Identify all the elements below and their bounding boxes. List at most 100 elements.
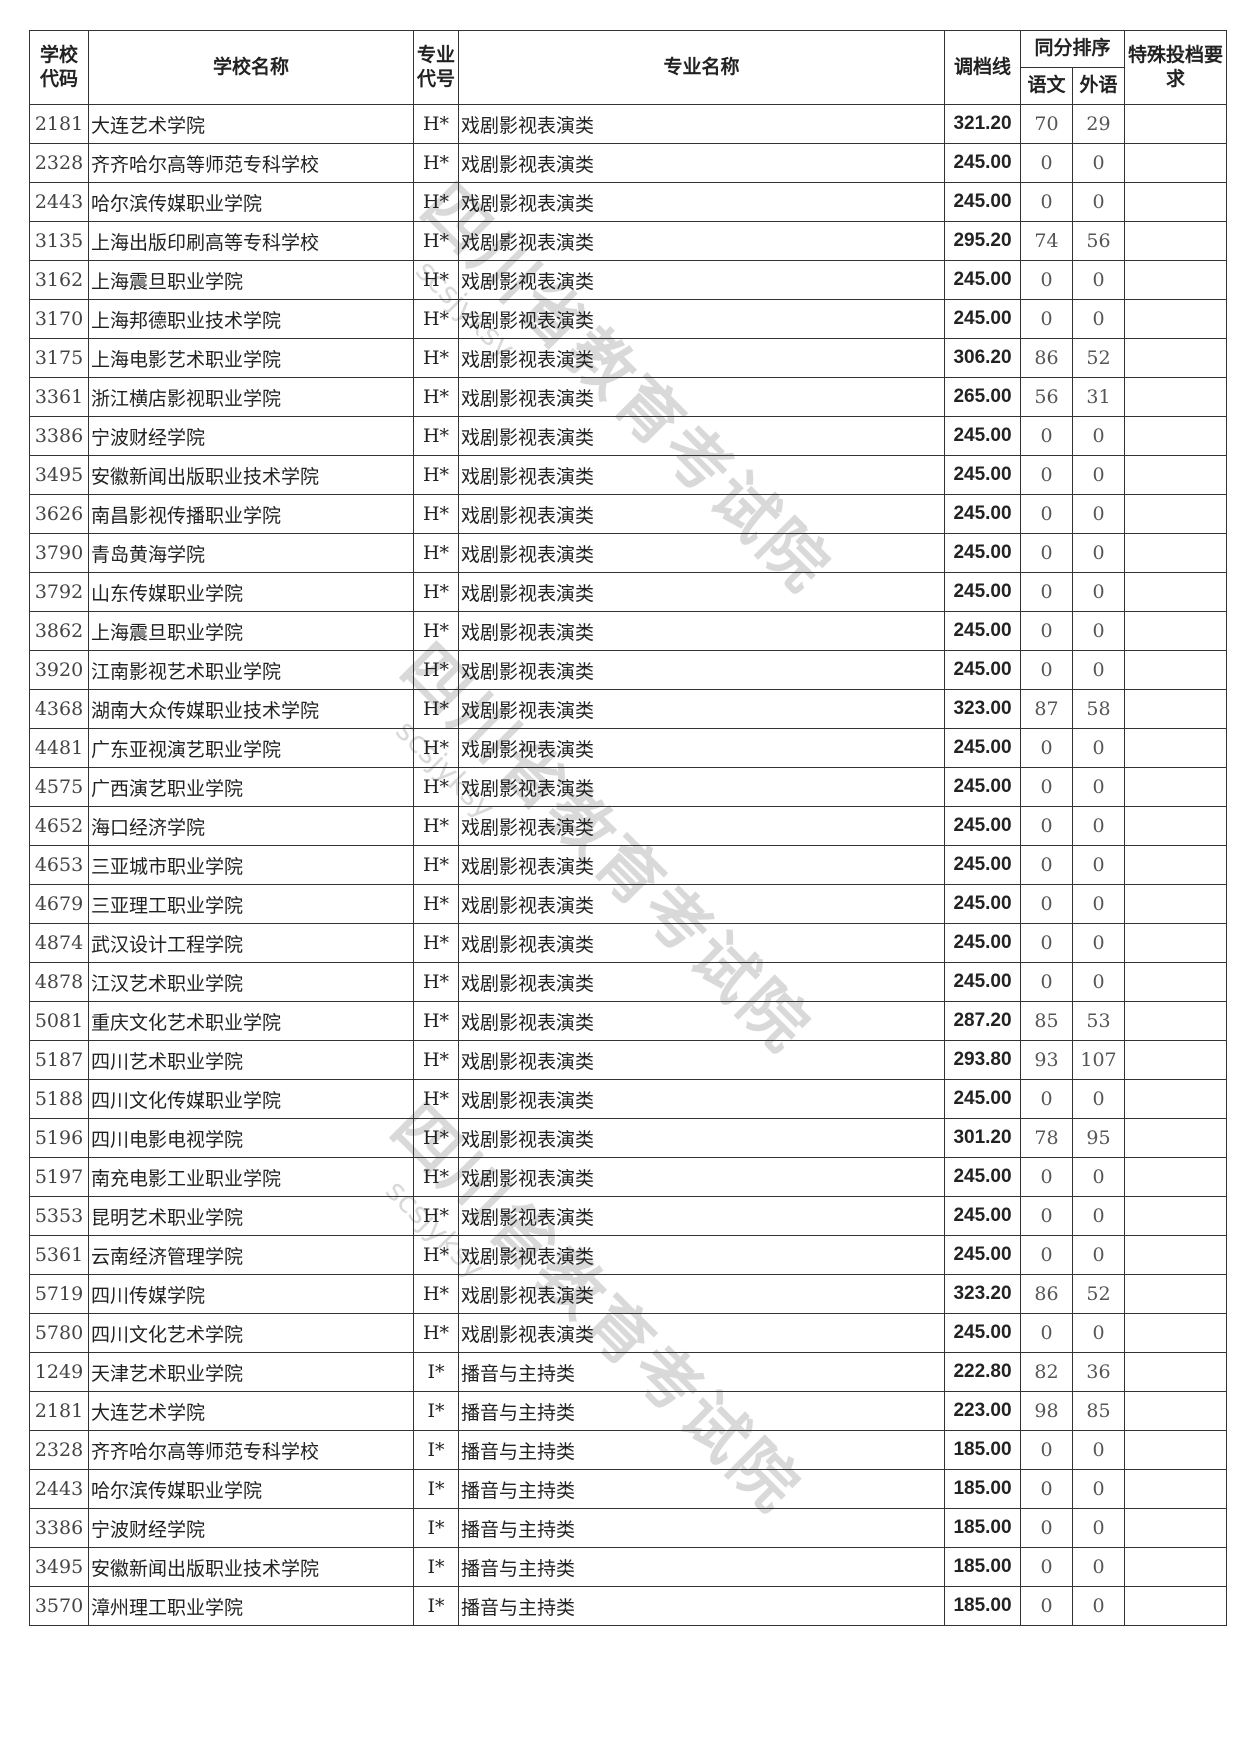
school-name: 大连艺术学院 [88, 104, 414, 144]
school-code: 5081 [29, 1001, 89, 1041]
school-name: 齐齐哈尔高等师范专科学校 [88, 1430, 414, 1470]
table-row: 3170 上海邦德职业技术学院 H* 戏剧影视表演类 245.00 0 0 [29, 299, 1228, 339]
school-name: 海口经济学院 [88, 806, 414, 846]
chinese-rank: 85 [1020, 1001, 1073, 1041]
school-code: 4368 [29, 689, 89, 729]
chinese-rank: 0 [1020, 1235, 1073, 1275]
school-name: 浙江横店影视职业学院 [88, 377, 414, 417]
special-requirement [1124, 104, 1228, 144]
table-row: 3361 浙江横店影视职业学院 H* 戏剧影视表演类 265.00 56 31 [29, 377, 1228, 417]
chinese-rank: 0 [1020, 962, 1073, 1002]
special-requirement [1124, 689, 1228, 729]
table-row: 4679 三亚理工职业学院 H* 戏剧影视表演类 245.00 0 0 [29, 884, 1228, 924]
school-code: 4575 [29, 767, 89, 807]
major-code: H* [413, 338, 459, 378]
major-code: H* [413, 767, 459, 807]
foreign-rank: 56 [1071, 221, 1126, 261]
school-code: 2328 [29, 1430, 89, 1470]
table-row: 3862 上海震旦职业学院 H* 戏剧影视表演类 245.00 0 0 [29, 611, 1228, 651]
foreign-rank: 0 [1071, 533, 1126, 573]
chinese-rank: 0 [1020, 845, 1073, 885]
special-requirement [1124, 806, 1228, 846]
special-requirement [1124, 1040, 1228, 1080]
school-name: 上海电影艺术职业学院 [88, 338, 414, 378]
school-code: 4679 [29, 884, 89, 924]
foreign-rank: 0 [1071, 767, 1126, 807]
chinese-rank: 0 [1020, 1586, 1073, 1626]
table-body: 2181 大连艺术学院 H* 戏剧影视表演类 321.20 70 29 2328 齐齐哈尔高等师… [29, 104, 1228, 1626]
major-code: I* [413, 1508, 459, 1548]
header-chinese: 语文 [1020, 67, 1073, 105]
chinese-rank: 0 [1020, 1313, 1073, 1353]
school-code: 2443 [29, 182, 89, 222]
cutoff-score: 321.20 [944, 104, 1021, 144]
special-requirement [1124, 650, 1228, 690]
major-name: 戏剧影视表演类 [458, 455, 945, 495]
major-name: 戏剧影视表演类 [458, 221, 945, 261]
school-code: 3626 [29, 494, 89, 534]
major-code: I* [413, 1352, 459, 1392]
school-code: 5197 [29, 1157, 89, 1197]
major-code: H* [413, 299, 459, 339]
chinese-rank: 0 [1020, 455, 1073, 495]
foreign-rank: 95 [1071, 1118, 1126, 1158]
special-requirement [1124, 143, 1228, 183]
major-code: H* [413, 494, 459, 534]
table-row: 4652 海口经济学院 H* 戏剧影视表演类 245.00 0 0 [29, 806, 1228, 846]
major-name: 播音与主持类 [458, 1391, 945, 1431]
school-name: 大连艺术学院 [88, 1391, 414, 1431]
cutoff-score: 245.00 [944, 260, 1021, 300]
cutoff-score: 323.00 [944, 689, 1021, 729]
major-name: 播音与主持类 [458, 1430, 945, 1470]
major-code: H* [413, 260, 459, 300]
school-code: 3495 [29, 1547, 89, 1587]
major-code: H* [413, 1001, 459, 1041]
major-name: 戏剧影视表演类 [458, 533, 945, 573]
school-code: 5719 [29, 1274, 89, 1314]
major-name: 戏剧影视表演类 [458, 1040, 945, 1080]
chinese-rank: 98 [1020, 1391, 1073, 1431]
school-name: 四川电影电视学院 [88, 1118, 414, 1158]
foreign-rank: 0 [1071, 260, 1126, 300]
school-code: 1249 [29, 1352, 89, 1392]
school-name: 四川传媒学院 [88, 1274, 414, 1314]
school-code: 5361 [29, 1235, 89, 1275]
chinese-rank: 0 [1020, 416, 1073, 456]
school-name: 漳州理工职业学院 [88, 1586, 414, 1626]
special-requirement [1124, 260, 1228, 300]
school-code: 4481 [29, 728, 89, 768]
special-requirement [1124, 455, 1228, 495]
school-name: 三亚理工职业学院 [88, 884, 414, 924]
chinese-rank: 56 [1020, 377, 1073, 417]
table-row: 4878 江汉艺术职业学院 H* 戏剧影视表演类 245.00 0 0 [29, 962, 1228, 1002]
cutoff-score: 245.00 [944, 728, 1021, 768]
major-name: 戏剧影视表演类 [458, 1235, 945, 1275]
school-name: 云南经济管理学院 [88, 1235, 414, 1275]
chinese-rank: 86 [1020, 338, 1073, 378]
major-code: H* [413, 1157, 459, 1197]
header-cutoff: 调档线 [944, 30, 1021, 105]
major-name: 戏剧影视表演类 [458, 923, 945, 963]
special-requirement [1124, 572, 1228, 612]
major-name: 戏剧影视表演类 [458, 104, 945, 144]
school-name: 青岛黄海学院 [88, 533, 414, 573]
special-requirement [1124, 845, 1228, 885]
major-code: H* [413, 455, 459, 495]
major-code: I* [413, 1547, 459, 1587]
foreign-rank: 0 [1071, 494, 1126, 534]
special-requirement [1124, 1274, 1228, 1314]
major-code: H* [413, 1196, 459, 1236]
foreign-rank: 0 [1071, 1235, 1126, 1275]
school-name: 武汉设计工程学院 [88, 923, 414, 963]
foreign-rank: 0 [1071, 1508, 1126, 1548]
cutoff-score: 306.20 [944, 338, 1021, 378]
school-name: 宁波财经学院 [88, 416, 414, 456]
major-code: H* [413, 377, 459, 417]
special-requirement [1124, 1196, 1228, 1236]
school-name: 山东传媒职业学院 [88, 572, 414, 612]
foreign-rank: 0 [1071, 182, 1126, 222]
major-code: H* [413, 728, 459, 768]
school-name: 上海震旦职业学院 [88, 611, 414, 651]
foreign-rank: 107 [1071, 1040, 1126, 1080]
foreign-rank: 0 [1071, 650, 1126, 690]
